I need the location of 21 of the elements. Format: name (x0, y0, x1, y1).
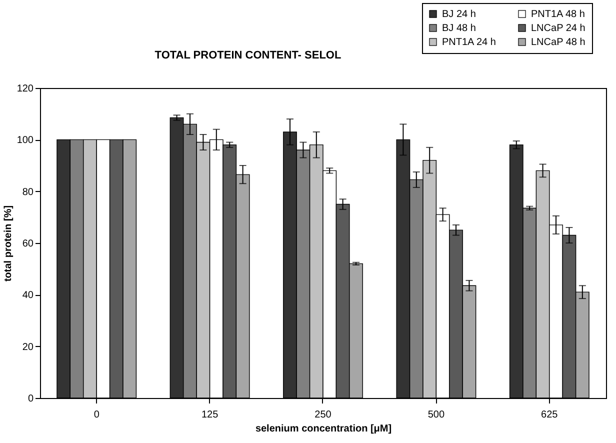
y-tick-label: 100 (16, 135, 34, 146)
x-axis-title: selenium concentration [μM] (255, 424, 392, 434)
x-tick-label: 125 (201, 410, 219, 420)
y-tick-label: 40 (22, 290, 34, 302)
y-tick-label: 60 (22, 238, 34, 250)
y-axis-title: total protein [%] (2, 205, 14, 282)
y-tick-label: 120 (16, 84, 34, 94)
y-tick-label: 20 (22, 342, 34, 353)
x-tick-label: 0 (94, 410, 100, 420)
y-tick-label: 0 (28, 394, 34, 404)
legend-label: BJ 24 h (442, 9, 476, 20)
legend-label: PNT1A 48 h (531, 9, 585, 20)
legend-label: BJ 48 h (442, 23, 476, 34)
legend-label: PNT1A 24 h (442, 37, 496, 48)
chart-title: TOTAL PROTEIN CONTENT- SELOL (154, 50, 342, 62)
legend-label: LNCaP 24 h (531, 23, 586, 34)
legend-label: LNCaP 48 h (531, 37, 586, 48)
y-tick-label: 80 (22, 186, 34, 198)
x-tick-label: 250 (314, 410, 332, 420)
x-tick-label: 625 (541, 410, 558, 420)
x-tick-label: 500 (428, 410, 445, 420)
